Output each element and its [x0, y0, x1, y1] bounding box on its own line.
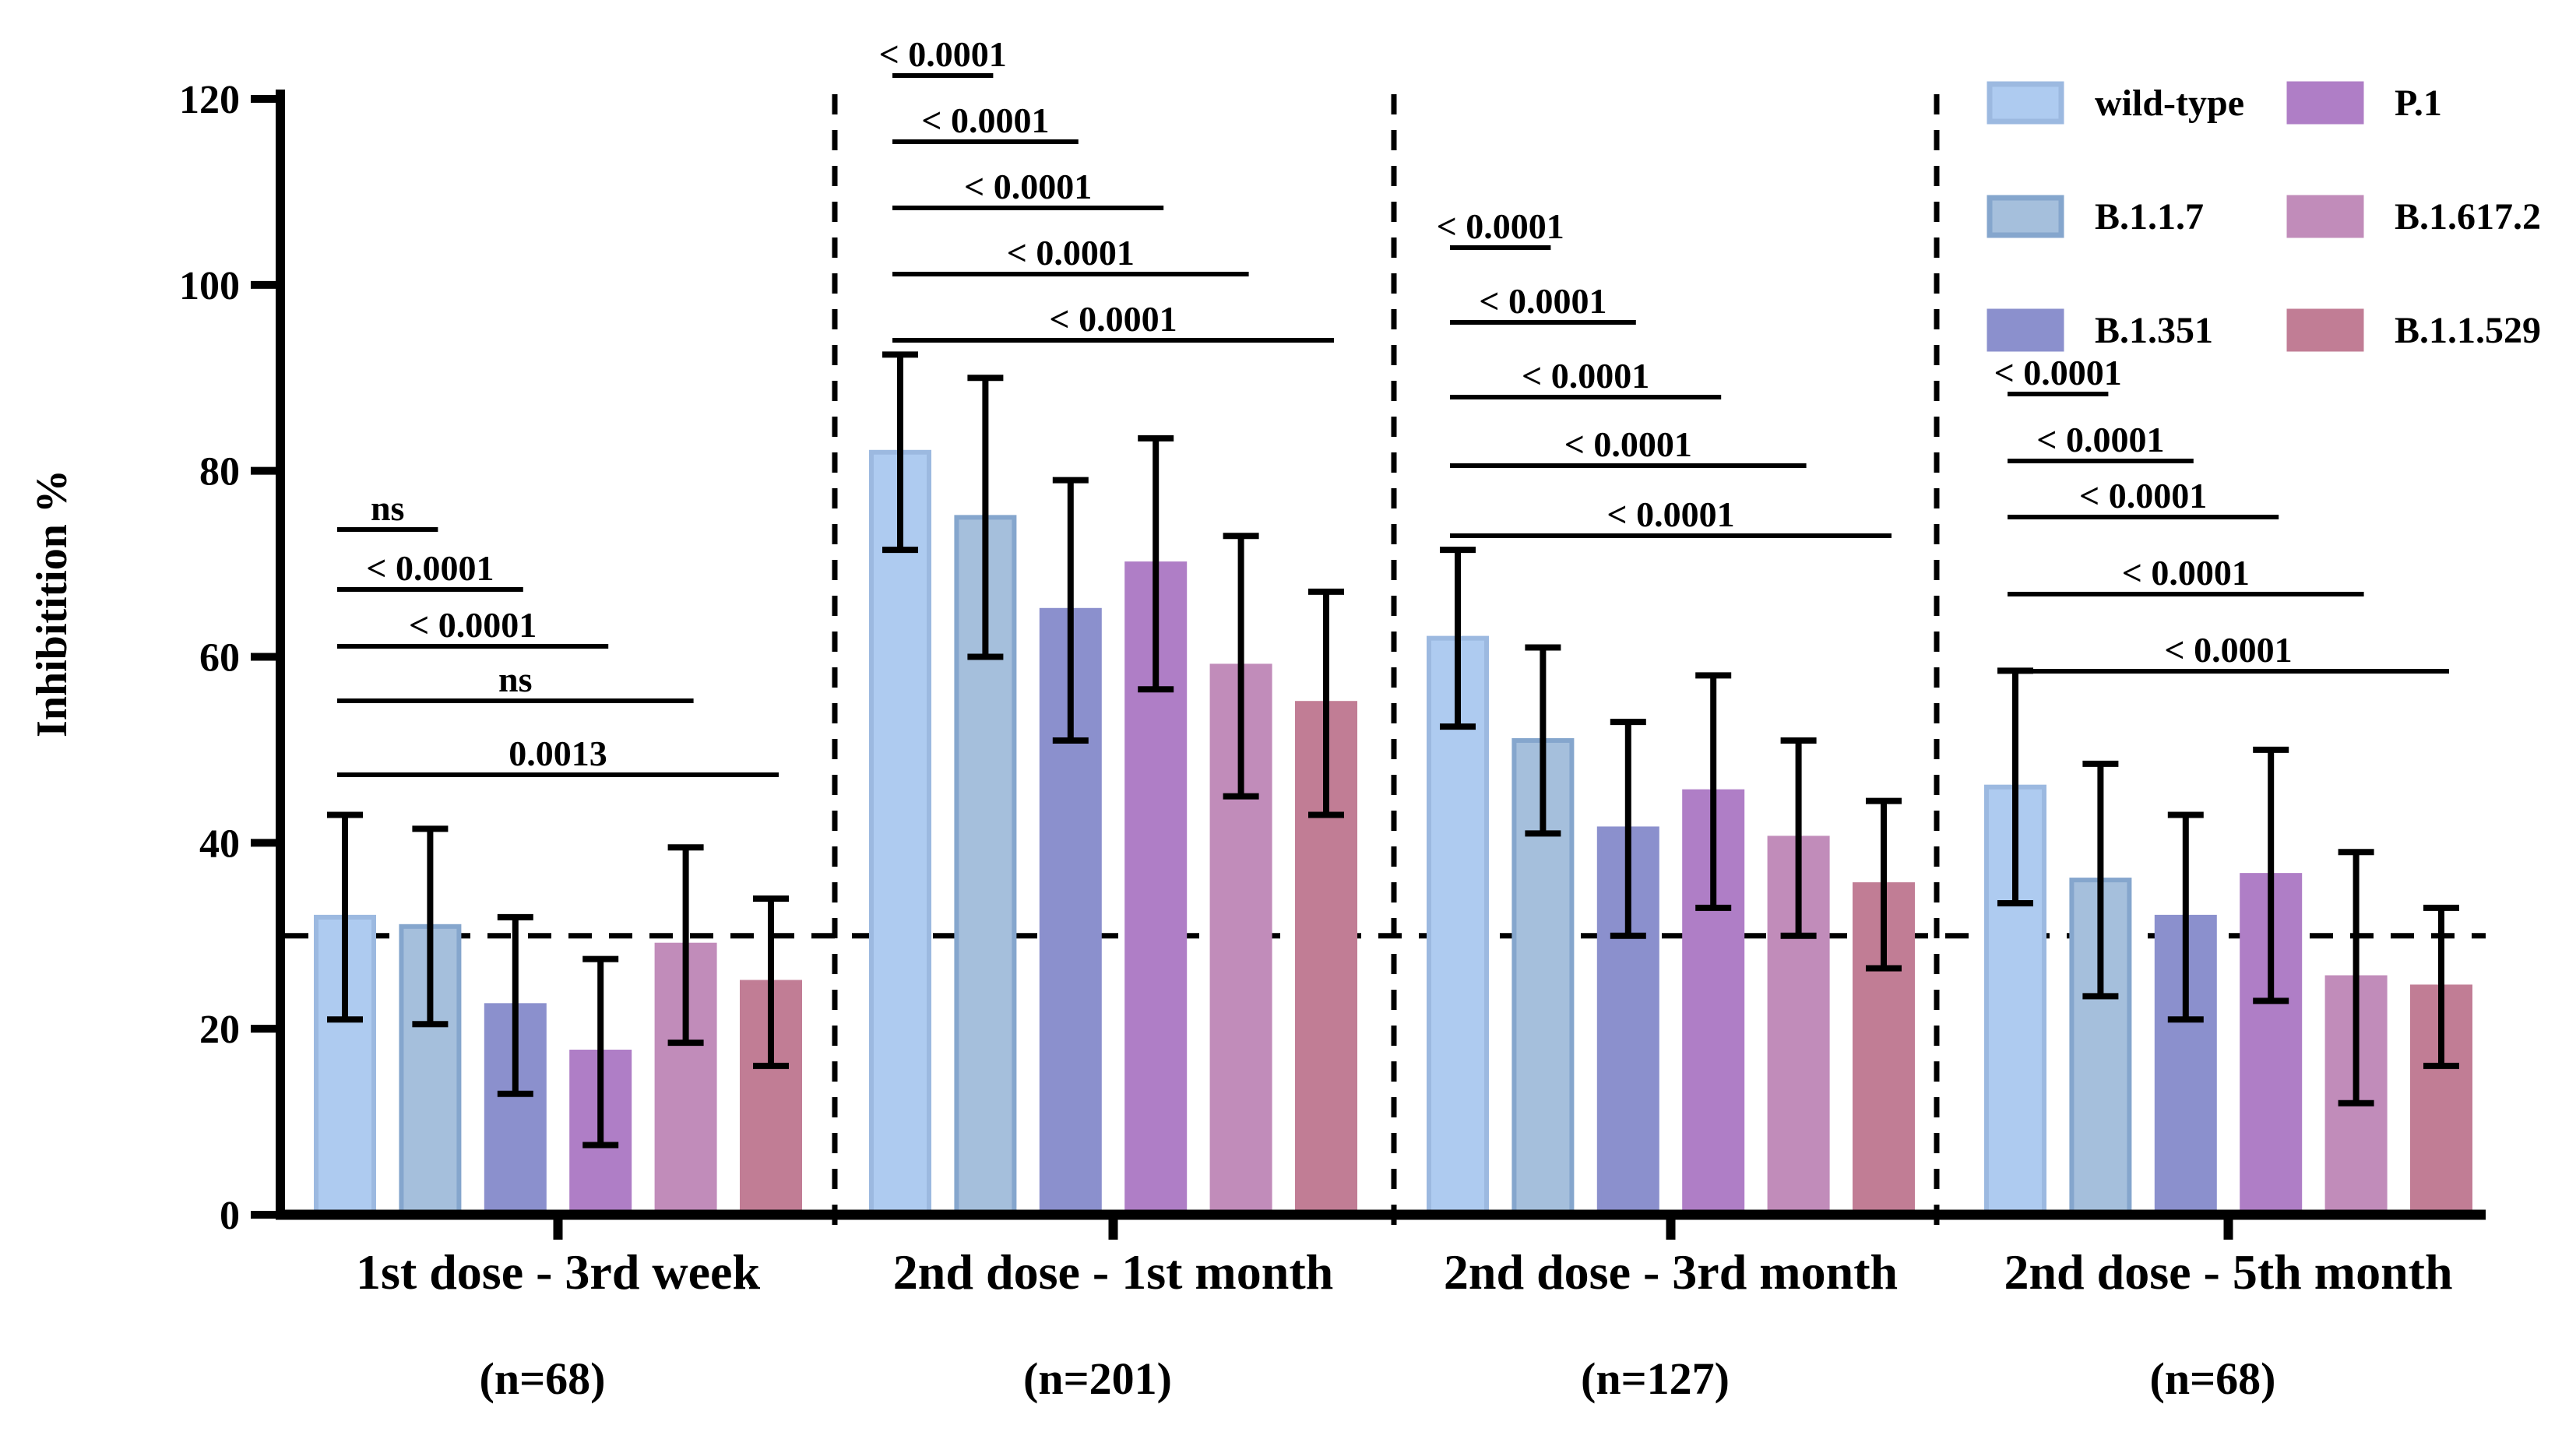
y-tick-label-80: 80 [199, 450, 240, 494]
legend-label-b-1-1-7: B.1.1.7 [2095, 196, 2204, 237]
sig-label-group-1-1: ns [371, 488, 404, 528]
legend-label-wild-type: wild-type [2095, 83, 2244, 124]
legend-swatch-wild-type [1987, 81, 2064, 125]
sig-label-group-2-2: < 0.0001 [921, 100, 1049, 140]
legend-swatch-b-1-351 [1987, 308, 2064, 352]
legend-label-b-1-1-529: B.1.1.529 [2395, 310, 2541, 351]
y-tick-label-120: 120 [179, 78, 240, 122]
sig-label-group-3-5: < 0.0001 [1606, 494, 1734, 534]
legend-swatch-p-1 [2286, 81, 2364, 125]
sig-label-group-2-1: < 0.0001 [879, 34, 1007, 74]
legend-swatch-b-1-1-7 [1987, 195, 2064, 238]
legend-swatch-b-1-617-2 [2286, 195, 2364, 238]
x-group-label-2: 2nd dose - 1st month [893, 1244, 1333, 1300]
y-tick-label-60: 60 [199, 636, 240, 681]
y-tick-label-100: 100 [179, 264, 240, 308]
sig-label-group-3-2: < 0.0001 [1479, 281, 1606, 321]
y-tick-label-20: 20 [199, 1008, 240, 1052]
legend-label-b-1-617-2: B.1.617.2 [2395, 196, 2541, 237]
sig-label-group-3-1: < 0.0001 [1437, 206, 1564, 246]
x-group-label-4: 2nd dose - 5th month [2004, 1244, 2452, 1300]
sig-label-group-2-3: < 0.0001 [964, 167, 1092, 206]
sig-label-group-4-5: < 0.0001 [2164, 630, 2292, 670]
x-group-label-1: 1st dose - 3rd week [356, 1244, 760, 1300]
sig-label-group-3-3: < 0.0001 [1522, 356, 1649, 396]
sig-label-group-1-2: < 0.0001 [366, 548, 494, 588]
x-group-n-label-1: (n=68) [480, 1353, 606, 1404]
sig-label-group-2-4: < 0.0001 [1007, 233, 1135, 273]
sig-label-group-3-4: < 0.0001 [1564, 424, 1692, 464]
sig-label-group-2-5: < 0.0001 [1049, 299, 1177, 339]
y-tick-label-40: 40 [199, 822, 240, 866]
sig-label-group-1-3: < 0.0001 [409, 605, 537, 645]
y-tick-label-0: 0 [220, 1194, 240, 1238]
bar-wild-type-group-2 [869, 449, 931, 1217]
x-group-n-label-4: (n=68) [2150, 1353, 2276, 1404]
sig-label-group-1-5: 0.0013 [509, 734, 607, 773]
sig-label-group-4-3: < 0.0001 [2079, 476, 2207, 515]
sig-label-group-4-2: < 0.0001 [2036, 420, 2164, 459]
legend-label-b-1-351: B.1.351 [2095, 310, 2213, 351]
x-group-n-label-2: (n=201) [1023, 1353, 1172, 1404]
x-group-label-3: 2nd dose - 3rd month [1444, 1244, 1898, 1300]
sig-label-group-4-1: < 0.0001 [1994, 353, 2122, 392]
bar-b-1-1-7-group-4 [2069, 878, 2132, 1217]
legend-label-p-1: P.1 [2395, 83, 2442, 124]
x-group-n-label-3: (n=127) [1581, 1353, 1730, 1404]
y-axis-title: Inhibitition % [28, 470, 76, 737]
legend-swatch-b-1-1-529 [2286, 308, 2364, 352]
sig-label-group-1-4: ns [498, 660, 532, 699]
sig-label-group-4-4: < 0.0001 [2122, 553, 2250, 593]
